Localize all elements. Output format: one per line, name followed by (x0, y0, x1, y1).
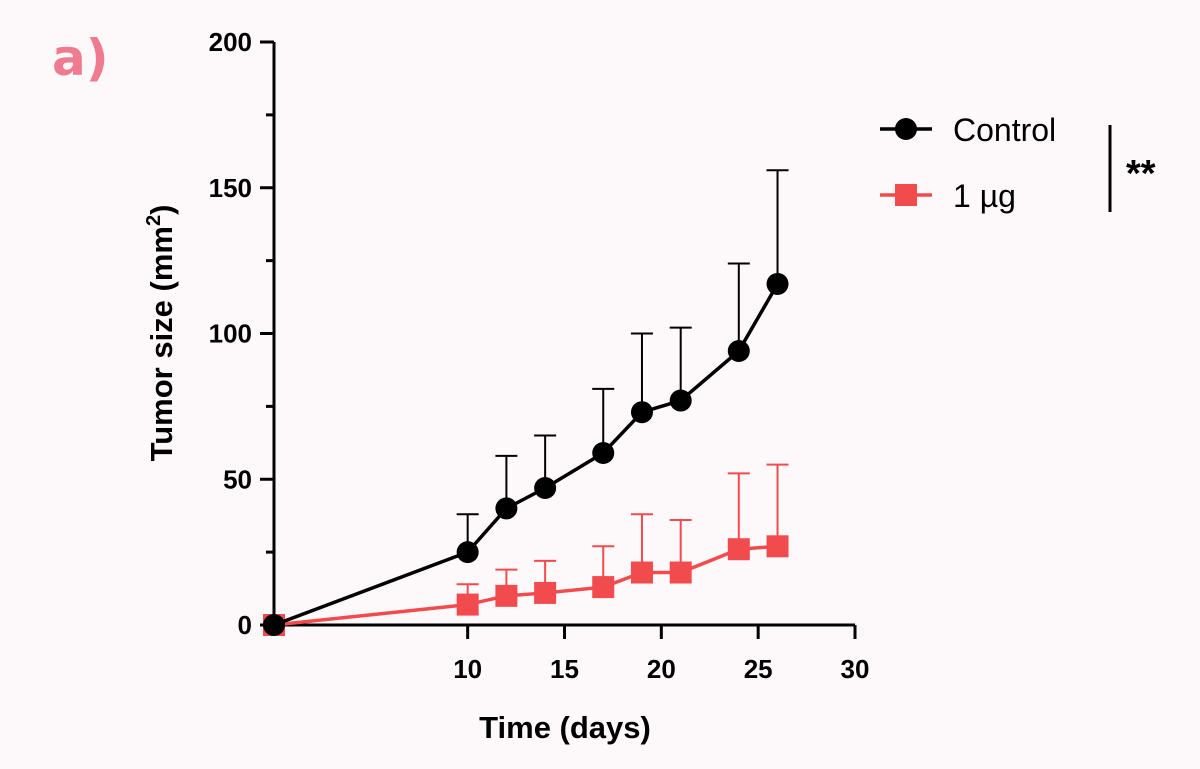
data-point (766, 272, 789, 295)
x-tick-label: 20 (647, 654, 676, 684)
x-axis-label: Time (days) (479, 710, 651, 745)
legend-item: 1 µg (880, 178, 1016, 214)
series-treated (263, 463, 789, 636)
y-axis-label: Tumor size (mm2) (143, 205, 179, 462)
data-point (495, 497, 518, 520)
legend-item: Control (880, 112, 1056, 148)
data-point (456, 541, 479, 564)
x-tick-label: 10 (453, 654, 482, 684)
y-tick-label: 150 (209, 173, 252, 203)
y-ticks: 0 50 100 150 200 (209, 27, 274, 640)
data-point (592, 442, 615, 465)
x-tick-label: 30 (841, 654, 870, 684)
data-point (534, 476, 557, 499)
x-tick-label: 25 (744, 654, 773, 684)
y-tick-label: 100 (209, 319, 252, 349)
data-point (630, 401, 653, 424)
data-point (630, 561, 653, 584)
legend-marker (895, 184, 917, 206)
legend-label: 1 µg (953, 178, 1016, 214)
legend: Control 1 µg (880, 112, 1056, 214)
legend-label: Control (953, 112, 1056, 148)
data-point (669, 389, 692, 412)
data-point (263, 614, 285, 636)
x-ticks: 10 15 20 25 30 (453, 625, 869, 684)
series-layer (263, 169, 789, 636)
series-control (263, 169, 789, 636)
data-point (727, 339, 750, 362)
data-point (495, 584, 518, 607)
data-point (727, 538, 750, 561)
series-line (273, 544, 778, 627)
data-point (456, 593, 479, 616)
y-tick-label: 50 (223, 464, 252, 494)
x-tick-label: 15 (550, 654, 579, 684)
significance-label: ** (1126, 153, 1156, 195)
legend-marker (895, 118, 917, 140)
series-line (273, 283, 780, 627)
data-point (534, 581, 557, 604)
y-tick-label: 200 (209, 27, 252, 57)
data-point (766, 535, 789, 558)
data-point (592, 576, 615, 599)
data-point (669, 561, 692, 584)
panel-label: a) (52, 29, 109, 87)
y-tick-label: 0 (238, 610, 252, 640)
